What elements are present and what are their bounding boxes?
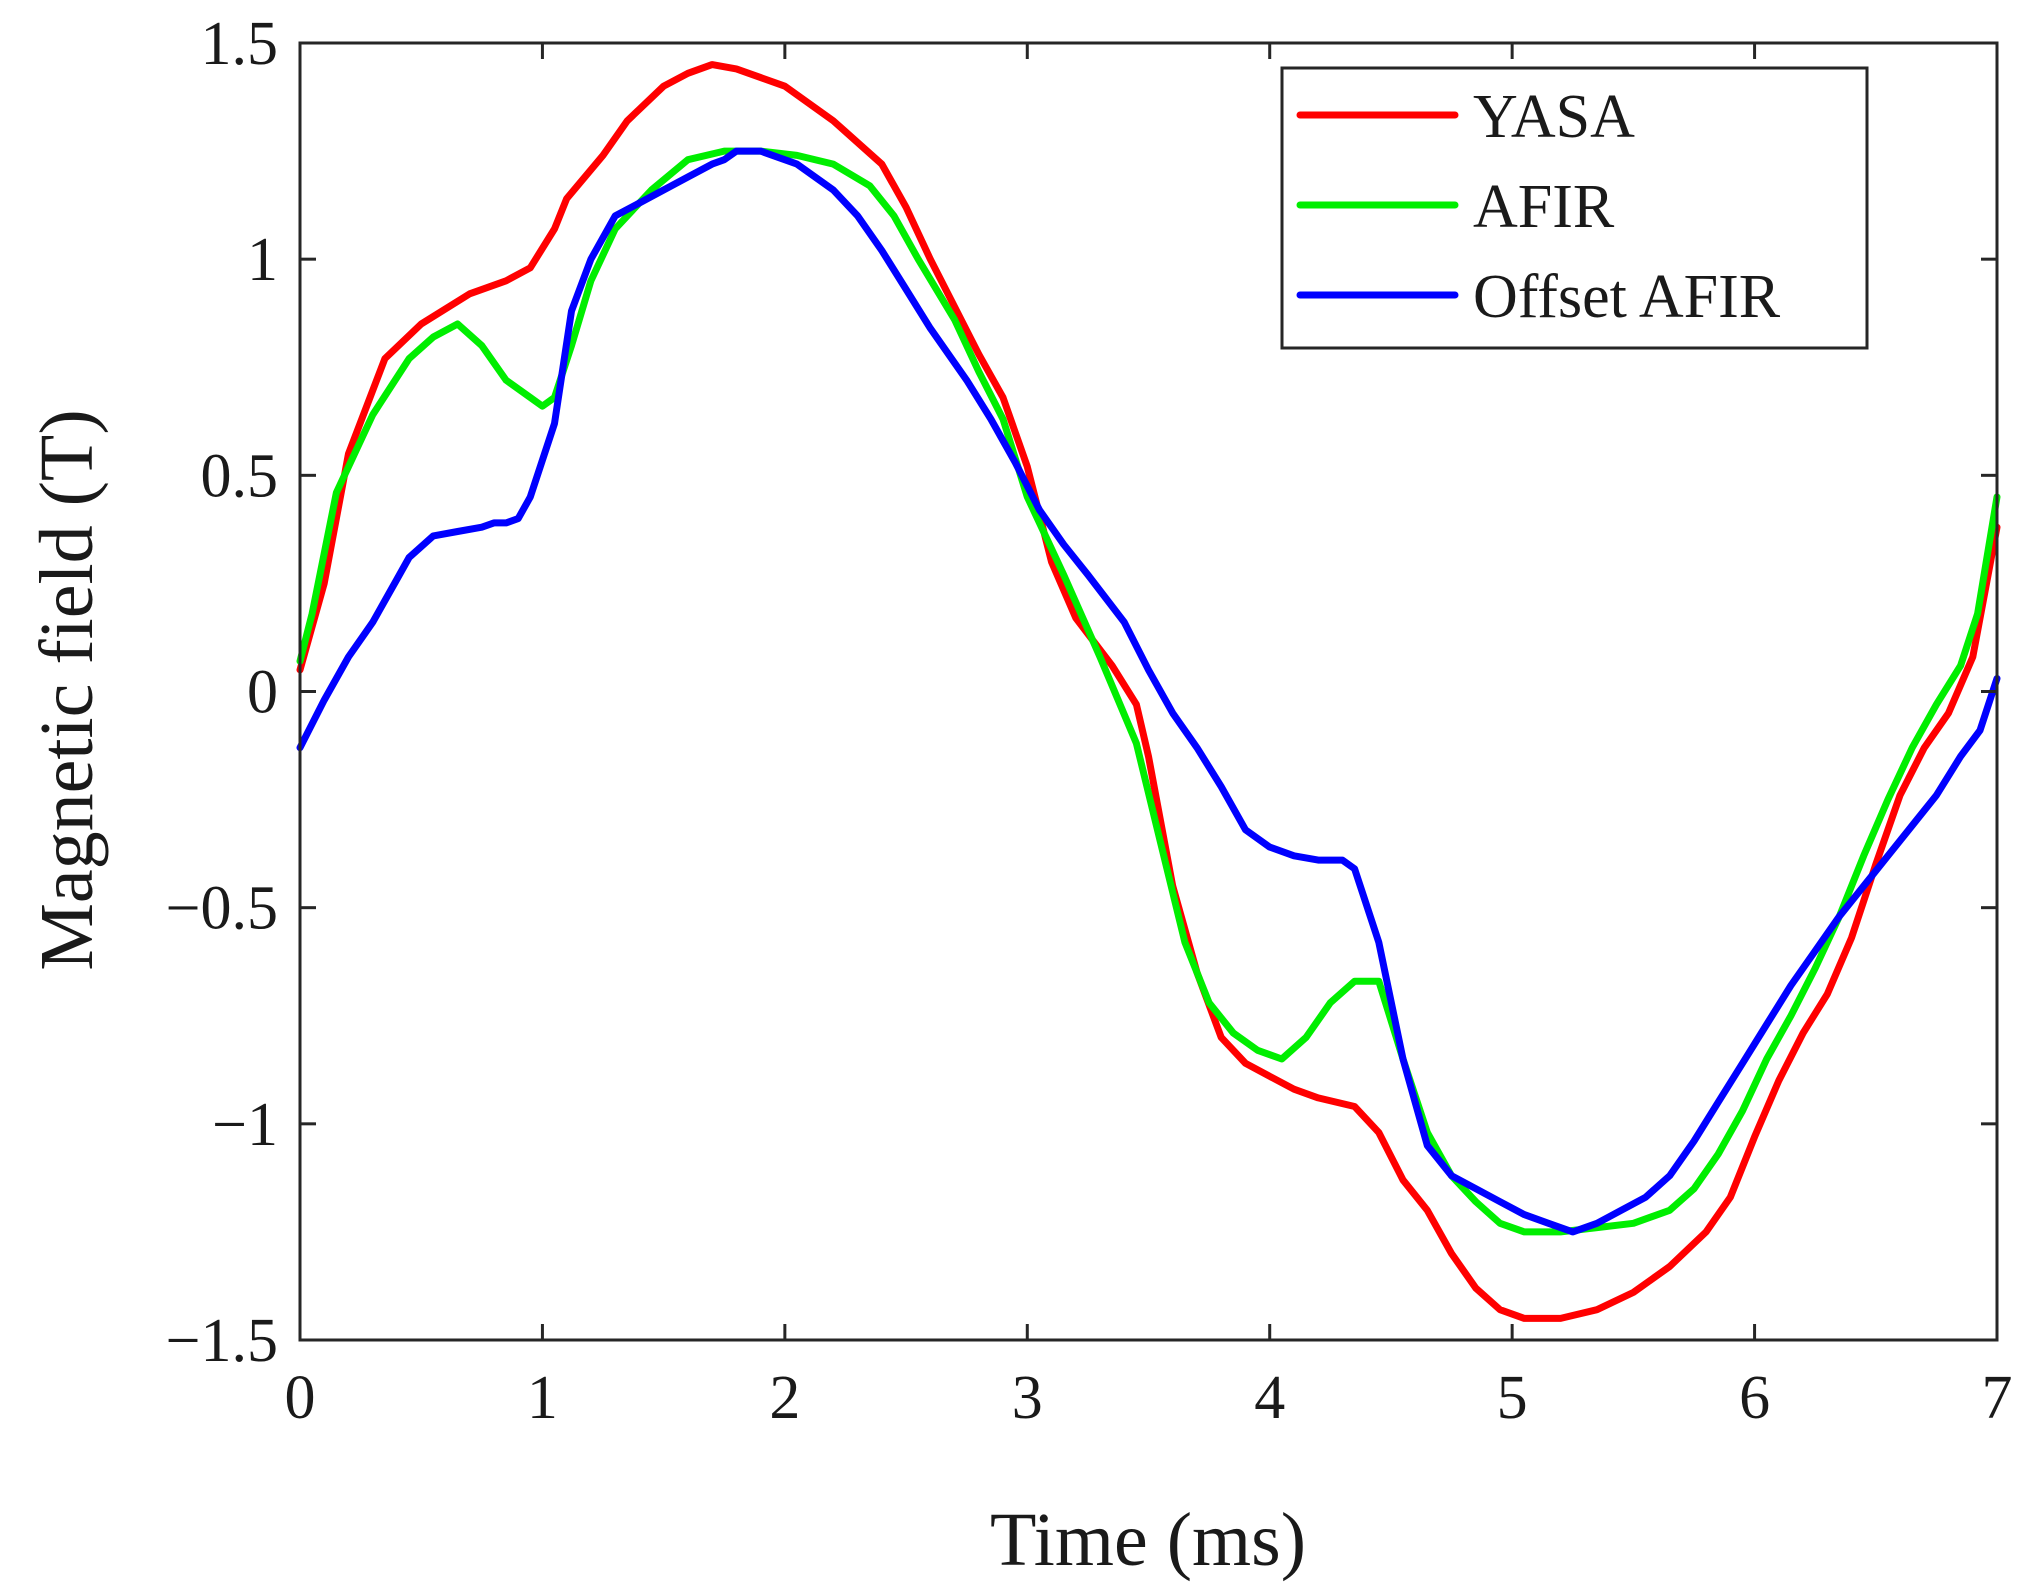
legend-label-offset-afir: Offset AFIR <box>1473 263 1781 331</box>
x-tick-label: 2 <box>769 1364 800 1432</box>
x-tick-label: 1 <box>527 1364 558 1432</box>
series-line-afir <box>296 147 2001 1236</box>
x-tick-label: 5 <box>1497 1364 1528 1432</box>
x-axis-label: Time (ms) <box>990 1498 1306 1582</box>
y-tick-label: −1.5 <box>166 1307 278 1375</box>
plot-area-frame <box>298 41 1999 1342</box>
series-layer <box>296 61 2001 1322</box>
y-tick-label: 0.5 <box>201 442 279 510</box>
x-tick-label: 0 <box>285 1364 316 1432</box>
x-tick-label: 6 <box>1739 1364 1770 1432</box>
x-tick-label: 4 <box>1254 1364 1285 1432</box>
legend-label-afir: AFIR <box>1473 173 1615 241</box>
y-tick-label: −0.5 <box>166 875 278 943</box>
legend-label-yasa: YASA <box>1473 83 1635 151</box>
x-tick-labels: 0 1 2 3 4 5 6 7 <box>285 1364 2013 1432</box>
y-tick-labels: −1.5 −1 −0.5 0 0.5 1 1.5 <box>166 10 278 1375</box>
y-axis-label: Magnetic field (T) <box>25 409 109 970</box>
legend: YASA AFIR Offset AFIR <box>1280 66 1869 350</box>
y-tick-label: 1 <box>247 226 278 294</box>
x-tick-label: 3 <box>1012 1364 1043 1432</box>
series-line-offset-afir <box>296 147 2001 1236</box>
x-tick-label: 7 <box>1982 1364 2013 1432</box>
y-tick-label: 0 <box>247 659 278 727</box>
y-tick-label: 1.5 <box>201 10 279 78</box>
y-tick-label: −1 <box>212 1091 278 1159</box>
